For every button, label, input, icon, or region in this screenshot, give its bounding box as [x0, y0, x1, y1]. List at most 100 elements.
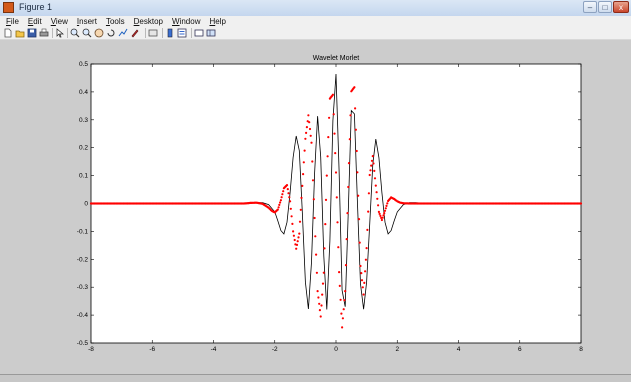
menu-view[interactable]: View [50, 17, 68, 26]
x-tick-label: -8 [88, 346, 94, 353]
zoom-in-icon[interactable] [70, 28, 80, 38]
series-red-point [370, 164, 373, 167]
insert-legend-icon[interactable] [177, 28, 187, 38]
series-red-point [383, 209, 387, 212]
series-red-point [295, 243, 299, 246]
series-red-point [331, 93, 334, 96]
series-red-point [379, 214, 382, 217]
data-cursor-icon[interactable] [118, 28, 128, 38]
series-red-point [371, 155, 374, 158]
x-tick-label: 0 [334, 346, 338, 353]
series-red-point [292, 230, 295, 233]
x-tick-label: 6 [518, 346, 522, 353]
menu-insert[interactable]: Insert [76, 17, 97, 26]
series-red-point [278, 203, 281, 206]
status-strip [0, 374, 631, 382]
edit-plot-icon[interactable] [55, 28, 65, 38]
wavelet-chart[interactable]: Wavelet Morlet -8 -6 -4 -2 0 2 4 6 8 -0.5 -0.4 -0.3 -… [0, 40, 631, 374]
menu-window[interactable]: Window [172, 17, 201, 26]
series-red-point [309, 134, 312, 137]
x-tick-label: 2 [395, 346, 399, 353]
series-red-point [281, 193, 284, 196]
menu-edit[interactable]: Edit [27, 17, 42, 26]
series-red-point [364, 270, 367, 273]
new-figure-icon[interactable] [3, 28, 13, 38]
series-red-point [337, 246, 340, 249]
insert-colorbar-icon[interactable] [165, 28, 175, 38]
series-red-point [304, 137, 307, 140]
series-red-point [312, 198, 315, 201]
menu-help[interactable]: Help [209, 17, 226, 26]
minimize-button[interactable]: – [583, 1, 597, 13]
series-red-point [363, 281, 366, 284]
close-button[interactable]: x [613, 1, 629, 13]
series-red-point [373, 177, 377, 180]
y-tick-label: -0.1 [77, 228, 89, 235]
series-red-point [311, 160, 314, 163]
series-red-point [338, 284, 341, 287]
menu-tools[interactable]: Tools [105, 17, 125, 26]
y-tick-label: -0.4 [77, 312, 89, 319]
series-red-point [334, 171, 338, 174]
y-tick-label: 0.1 [79, 173, 88, 180]
rotate-3d-icon[interactable] [106, 28, 116, 38]
brush-icon[interactable] [130, 28, 140, 38]
print-figure-icon[interactable] [39, 28, 49, 38]
series-red-point [280, 196, 283, 199]
series-red-point [279, 199, 282, 202]
open-file-icon[interactable] [15, 28, 25, 38]
series-red-point [314, 235, 317, 238]
series-red-point [347, 162, 351, 165]
series-red-point [385, 204, 388, 207]
series-red-point [318, 302, 321, 305]
series-red-point [286, 188, 289, 191]
series-red-point [336, 221, 339, 224]
window-title-bar[interactable]: Figure 1 – □ x [0, 0, 631, 17]
series-red-point [354, 128, 357, 131]
toolbar-separator [162, 28, 163, 38]
series-red-point [293, 238, 296, 242]
series-red-point [295, 247, 298, 250]
series-red-point [355, 149, 358, 153]
series-red-point [386, 202, 389, 205]
x-tick-label: -2 [272, 346, 278, 353]
series-red-point [367, 210, 370, 213]
series-red-point [360, 272, 363, 275]
series-red-point [310, 141, 313, 144]
hide-plot-tools-icon[interactable] [194, 28, 204, 38]
pan-icon[interactable] [94, 28, 104, 38]
series-red-point [354, 107, 357, 110]
series-red-point [370, 159, 374, 162]
series-red-point [313, 216, 316, 220]
x-tick-label: -6 [149, 346, 155, 353]
series-red-point [321, 282, 325, 285]
show-plot-tools-icon[interactable] [206, 28, 216, 38]
x-tick-label: 8 [579, 346, 583, 353]
series-red-point [358, 241, 361, 244]
series-red-point [320, 304, 323, 307]
y-tick-label: -0.2 [77, 256, 89, 263]
series-red-point [282, 190, 285, 193]
series-red-point [315, 271, 318, 274]
menu-file[interactable]: File [6, 17, 19, 26]
series-red-point [291, 222, 294, 225]
toolbar-separator [145, 28, 146, 38]
series-red-point [302, 161, 305, 164]
series-red-point [311, 179, 315, 182]
series-red-point [316, 290, 319, 293]
series-red-point [305, 126, 308, 129]
series-red-point [372, 162, 375, 165]
series-red-point [315, 253, 318, 256]
series-red-point [290, 215, 293, 218]
series-red-point [376, 197, 379, 200]
link-plot-icon[interactable] [148, 28, 158, 38]
series-red-point [338, 271, 341, 274]
save-figure-icon[interactable] [27, 28, 37, 38]
maximize-button[interactable]: □ [598, 1, 612, 13]
zoom-out-icon[interactable] [82, 28, 92, 38]
menu-desktop[interactable]: Desktop [133, 17, 163, 26]
series-red-point [349, 114, 352, 117]
series-red-point [292, 234, 295, 237]
series-red-point [341, 317, 344, 320]
series-red-point [347, 185, 350, 189]
